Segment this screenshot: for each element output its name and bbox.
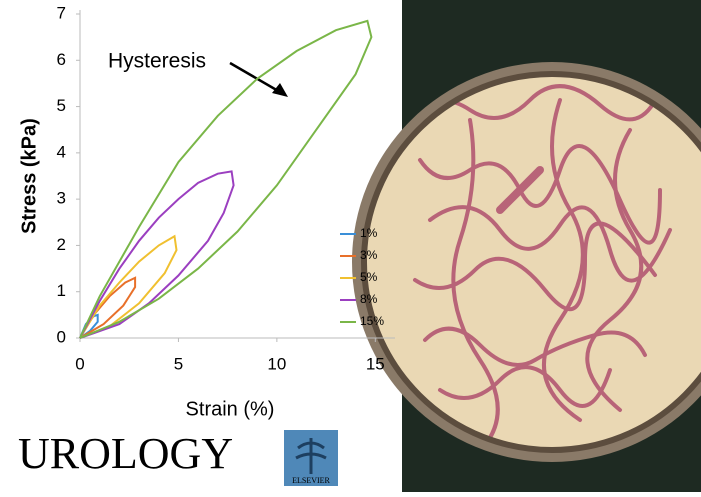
legend-label: 3% (360, 248, 378, 262)
arrow-head (272, 83, 288, 97)
journal-logo: UROLOGY (18, 429, 233, 478)
loop-line (79, 19, 373, 339)
y-tick-label: 6 (57, 50, 66, 69)
legend-label: 8% (360, 292, 378, 306)
y-axis-label: Stress (kPa) (18, 118, 40, 234)
publisher-name: ELSEVIER (292, 476, 330, 485)
y-tick-label: 2 (57, 235, 66, 254)
y-tick-label: 7 (57, 3, 66, 22)
legend-label: 5% (360, 270, 378, 284)
y-tick-label: 0 (57, 327, 66, 346)
y-tick-label: 5 (57, 96, 66, 115)
x-tick-label: 10 (267, 354, 286, 373)
legend-label: 15% (360, 314, 384, 328)
y-tick-label: 3 (57, 189, 66, 208)
loop-line (79, 276, 137, 339)
y-tick-label: 1 (57, 281, 66, 300)
legend-label: 1% (360, 226, 378, 240)
x-tick-label: 15 (366, 354, 385, 373)
x-tick-label: 0 (75, 354, 84, 373)
publisher-logo: ELSEVIER (284, 430, 338, 486)
x-axis-label: Strain (%) (186, 398, 275, 420)
y-tick-label: 4 (57, 142, 66, 161)
photo (352, 0, 701, 492)
annotation: Hysteresis (108, 50, 206, 73)
loop-line (79, 170, 235, 339)
loop-line (79, 234, 178, 339)
x-tick-label: 5 (174, 354, 183, 373)
annotation-arrow (229, 61, 281, 94)
